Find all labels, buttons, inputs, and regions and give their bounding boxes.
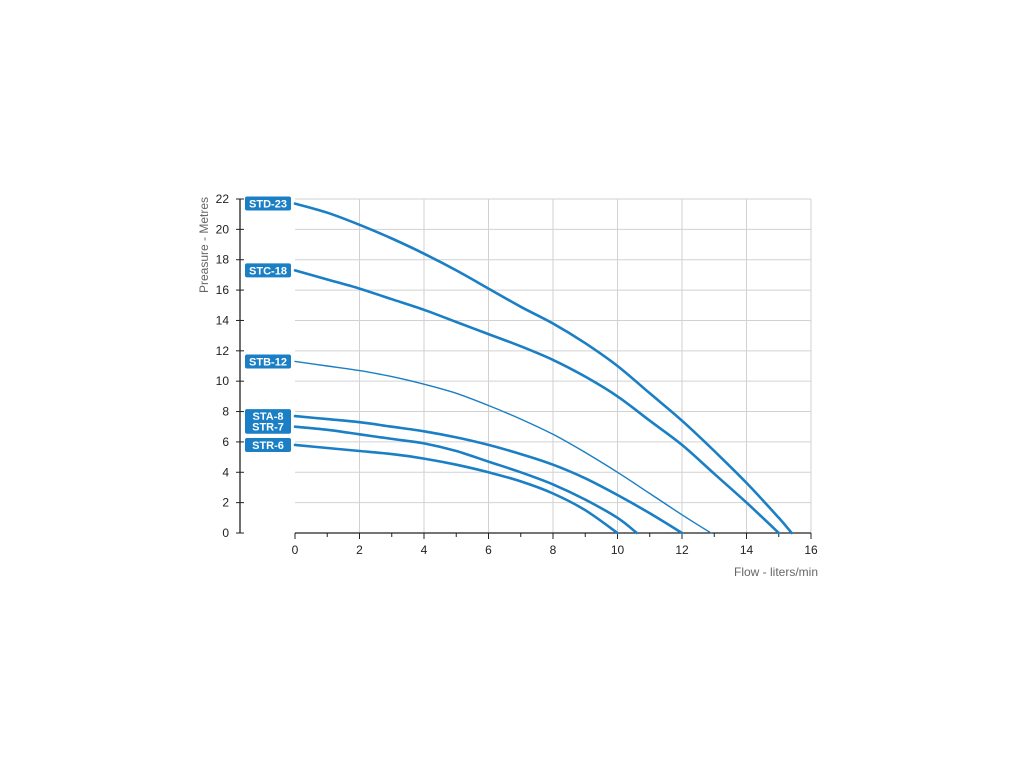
- series-label-box: [245, 263, 291, 278]
- series-line-sta-8: [293, 414, 684, 535]
- y-tick-label: 20: [216, 222, 230, 236]
- y-tick-label: 2: [222, 496, 229, 510]
- axes: 0 2 4 6 8 10 12 14 16 0 2 4 6 8 10 12 14 16 18 20 22: [216, 192, 818, 557]
- series-label-box: [245, 196, 291, 211]
- y-tick-label: 12: [216, 344, 230, 358]
- x-tick-label: 2: [356, 543, 363, 557]
- series-label-stc-18: STC-18: [245, 263, 291, 278]
- x-tick-label: 14: [740, 543, 754, 557]
- series-label-std-23: STD-23: [245, 196, 291, 211]
- series-line-stb-12: [294, 360, 712, 534]
- series-label-box: [245, 419, 291, 434]
- series-label-text: STD-23: [249, 199, 287, 211]
- y-axis-title: Preasure - Metres: [197, 197, 211, 293]
- series-label-box: [245, 354, 291, 369]
- series-line-str-6: [293, 443, 619, 535]
- y-tick-label: 22: [216, 192, 230, 206]
- series-label-text: STR-6: [252, 440, 284, 452]
- series-line-std-23: [293, 202, 793, 535]
- series-label-text: STC-18: [249, 265, 287, 277]
- x-tick-label: 0: [292, 543, 299, 557]
- x-tick-label: 4: [421, 543, 428, 557]
- series-label-stb-12: STB-12: [245, 354, 291, 369]
- x-tick-label: 16: [804, 543, 818, 557]
- x-tick-label: 10: [611, 543, 625, 557]
- series-label-text: STB-12: [249, 356, 287, 368]
- series-label-str-7: STR-7: [245, 419, 291, 434]
- x-tick-label: 12: [675, 543, 689, 557]
- series-label-str-6: STR-6: [245, 437, 291, 452]
- y-tick-label: 8: [222, 405, 229, 419]
- y-tick-label: 16: [216, 283, 230, 297]
- series-label-text: STR-7: [252, 422, 284, 434]
- y-tick-label: 14: [216, 313, 230, 327]
- series-lines: [293, 202, 793, 535]
- y-tick-label: 10: [216, 374, 230, 388]
- y-tick-label: 0: [222, 526, 229, 540]
- y-tick-label: 18: [216, 253, 230, 267]
- series-line-str-7: [293, 425, 639, 535]
- y-tick-label: 6: [222, 435, 229, 449]
- x-axis-title: Flow - liters/min: [734, 565, 818, 579]
- x-tick-label: 6: [485, 543, 492, 557]
- x-tick-label: 8: [550, 543, 557, 557]
- series-label-box: [245, 409, 291, 424]
- y-tick-label: 4: [222, 465, 229, 479]
- gridlines: [295, 198, 812, 533]
- series-label-box: [245, 437, 291, 452]
- series-line-stc-18: [293, 269, 781, 535]
